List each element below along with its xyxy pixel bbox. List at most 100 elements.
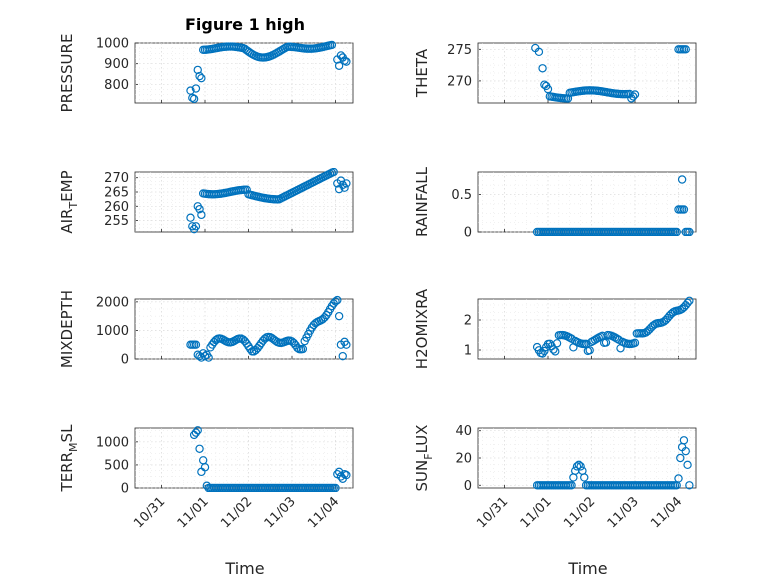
- data-point: [186, 213, 195, 222]
- y-tick-label: 270: [447, 74, 472, 89]
- data-point: [685, 296, 694, 306]
- data-point: [567, 481, 576, 490]
- data-point: [580, 473, 589, 482]
- y-tick-label: 1000: [96, 324, 129, 339]
- x-tick-label: 11/02: [218, 494, 255, 531]
- data-point: [334, 61, 344, 70]
- y-axis-label: SUNFLUX: [413, 425, 435, 492]
- y-axis-label: THETA: [413, 48, 431, 98]
- y-tick-label: 40: [455, 424, 472, 439]
- data-point: [683, 298, 692, 308]
- y-tick-label: 275: [447, 43, 472, 58]
- data-point: [674, 474, 683, 483]
- data-point: [538, 64, 547, 73]
- data-point: [672, 227, 681, 236]
- x-tick-label: 10/31: [474, 494, 511, 531]
- data-point: [574, 460, 584, 470]
- x-tick-label: 11/04: [305, 494, 342, 531]
- marker-series: [532, 296, 694, 358]
- y-axis-label: MIXDEPTH: [58, 290, 76, 368]
- data-point: [188, 93, 197, 103]
- y-tick-label: 2: [464, 314, 472, 329]
- plot-area: [477, 171, 697, 233]
- data-point: [191, 340, 201, 349]
- data-point: [331, 297, 340, 306]
- data-point: [298, 344, 308, 354]
- y-axis-label: TERRMSL: [58, 424, 80, 493]
- data-point: [534, 47, 544, 57]
- x-tick-label: 11/04: [648, 494, 685, 531]
- x-tick-label: 11/01: [175, 494, 212, 531]
- data-point: [197, 73, 206, 83]
- x-axis-label-left: Time: [224, 559, 264, 578]
- data-point: [630, 90, 640, 99]
- data-point: [333, 295, 342, 305]
- data-point: [683, 460, 692, 470]
- plot-area: [134, 298, 354, 360]
- marker-series: [532, 436, 694, 490]
- marker-series: [186, 40, 351, 104]
- data-point: [342, 179, 351, 188]
- data-point: [685, 227, 694, 236]
- y-axis-label: AIRTEMP: [58, 170, 80, 233]
- data-point: [342, 340, 351, 349]
- data-point: [538, 349, 547, 358]
- data-point: [200, 463, 210, 472]
- y-axis-label: H2OMIXRA: [413, 288, 431, 369]
- data-point: [679, 205, 689, 214]
- y-tick-label: 800: [104, 78, 129, 93]
- data-point: [195, 444, 204, 453]
- y-tick-label: 270: [104, 171, 129, 186]
- data-point: [331, 483, 340, 492]
- data-point: [340, 183, 349, 192]
- x-tick-label: 11/01: [518, 494, 555, 531]
- data-point: [340, 56, 349, 65]
- data-point: [585, 346, 594, 355]
- data-point: [681, 446, 690, 456]
- data-point: [685, 481, 694, 490]
- y-tick-label: 2000: [96, 295, 129, 310]
- data-point: [334, 467, 344, 477]
- data-point: [572, 462, 582, 471]
- data-point: [576, 462, 585, 471]
- data-point: [628, 92, 638, 101]
- data-point: [601, 338, 611, 347]
- subplot-2: 270 275 THETA: [413, 42, 697, 104]
- data-point: [189, 94, 199, 104]
- marker-series: [189, 426, 351, 492]
- x-tick-label: 11/03: [262, 494, 299, 531]
- data-point: [342, 57, 351, 66]
- data-point: [191, 84, 201, 93]
- subplot-4: 0 0.5 RAINFALL: [413, 166, 697, 241]
- y-tick-label: 1: [464, 344, 472, 359]
- plot-area: [134, 427, 354, 489]
- data-point: [191, 222, 201, 231]
- marker-series: [531, 43, 690, 103]
- y-tick-label: 900: [104, 57, 129, 72]
- plot-area: [477, 298, 697, 360]
- y-tick-label: 0: [464, 226, 472, 241]
- data-point: [676, 453, 685, 463]
- x-tick-label: 11/03: [605, 494, 642, 531]
- data-point: [342, 470, 351, 480]
- data-point: [549, 345, 558, 354]
- data-point: [338, 351, 347, 361]
- y-tick-label: 0: [121, 353, 129, 368]
- data-point: [200, 351, 210, 361]
- data-point: [329, 168, 338, 177]
- x-tick-label: 11/02: [561, 494, 598, 531]
- subplot-7: 10/31 11/01 11/02 11/03 11/04 0 500 1000 TERRMSL: [58, 424, 354, 531]
- data-point: [677, 175, 687, 184]
- data-point: [195, 71, 204, 81]
- data-point: [540, 346, 549, 356]
- marker-series: [186, 168, 351, 234]
- y-axis-label: RAINFALL: [413, 166, 431, 237]
- marker-series: [532, 175, 694, 236]
- y-axis-label: PRESSURE: [58, 34, 76, 113]
- y-tick-label: 20: [455, 452, 472, 467]
- y-tick-label: 255: [104, 214, 129, 229]
- data-point: [327, 40, 337, 50]
- data-point: [563, 94, 573, 103]
